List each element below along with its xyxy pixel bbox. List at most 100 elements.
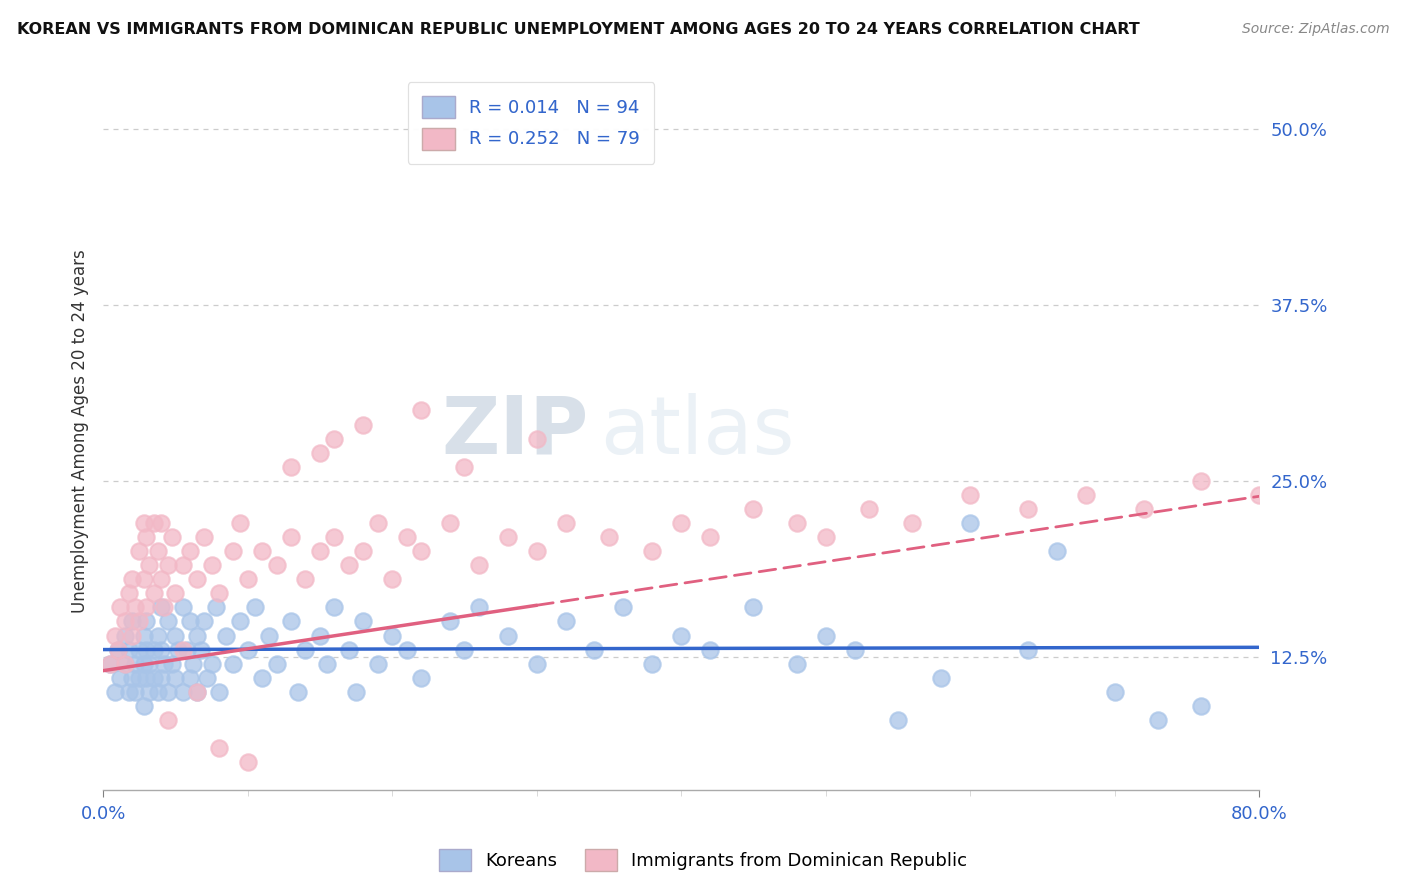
Point [121,615,143,629]
Point [149,642,172,657]
Point [165,628,187,642]
Point [114,657,136,671]
Point [124,685,146,699]
Point [259,628,281,642]
Point [669,516,692,530]
Point [236,755,259,769]
Point [142,642,165,657]
Point [243,600,266,615]
Point [205,600,228,615]
Point [669,628,692,642]
Point [323,530,346,544]
Point [114,657,136,671]
Point [179,544,201,558]
Point [195,671,218,685]
Point [149,516,172,530]
Point [1249,488,1271,502]
Point [280,530,302,544]
Point [186,572,208,586]
Point [128,615,150,629]
Point [98,657,121,671]
Legend: R = 0.014   N = 94, R = 0.252   N = 79: R = 0.014 N = 94, R = 0.252 N = 79 [408,82,654,164]
Point [104,685,127,699]
Point [409,544,432,558]
Point [157,615,180,629]
Point [114,628,136,642]
Point [236,572,259,586]
Point [110,671,132,685]
Point [1046,544,1069,558]
Legend: Koreans, Immigrants from Dominican Republic: Koreans, Immigrants from Dominican Repub… [432,842,974,879]
Point [121,628,143,642]
Point [167,642,190,657]
Point [294,572,316,586]
Point [104,628,127,642]
Point [344,685,367,699]
Point [146,544,169,558]
Point [172,600,194,615]
Point [135,530,157,544]
Point [266,558,288,573]
Point [309,445,332,459]
Point [118,586,141,600]
Point [222,657,245,671]
Point [526,432,548,446]
Point [1191,698,1213,713]
Point [138,685,160,699]
Point [124,657,146,671]
Point [844,642,866,657]
Point [110,600,132,615]
Point [583,642,606,657]
Point [468,600,491,615]
Point [496,628,519,642]
Point [114,615,136,629]
Point [316,657,339,671]
Point [294,642,316,657]
Point [367,516,389,530]
Point [959,516,981,530]
Point [814,530,837,544]
Point [132,628,155,642]
Point [200,558,222,573]
Point [181,657,204,671]
Point [250,544,273,558]
Point [128,544,150,558]
Point [901,516,924,530]
Point [367,657,389,671]
Point [176,642,198,657]
Point [337,642,360,657]
Point [858,502,880,516]
Point [266,657,288,671]
Point [142,671,165,685]
Point [699,530,721,544]
Point [146,628,169,642]
Text: atlas: atlas [600,392,794,471]
Point [1017,642,1039,657]
Point [157,558,180,573]
Point [142,516,165,530]
Point [598,530,620,544]
Point [280,615,302,629]
Point [612,600,634,615]
Point [453,459,475,474]
Point [146,685,169,699]
Point [250,671,273,685]
Point [1104,685,1126,699]
Point [193,615,215,629]
Point [153,600,176,615]
Point [179,671,201,685]
Point [121,671,143,685]
Point [107,642,129,657]
Point [814,628,837,642]
Text: KOREAN VS IMMIGRANTS FROM DOMINICAN REPUBLIC UNEMPLOYMENT AMONG AGES 20 TO 24 YE: KOREAN VS IMMIGRANTS FROM DOMINICAN REPU… [17,22,1140,37]
Point [352,417,374,432]
Point [1191,474,1213,488]
Point [323,600,346,615]
Point [395,530,418,544]
Point [132,572,155,586]
Point [526,657,548,671]
Point [222,544,245,558]
Point [118,685,141,699]
Point [153,657,176,671]
Point [959,488,981,502]
